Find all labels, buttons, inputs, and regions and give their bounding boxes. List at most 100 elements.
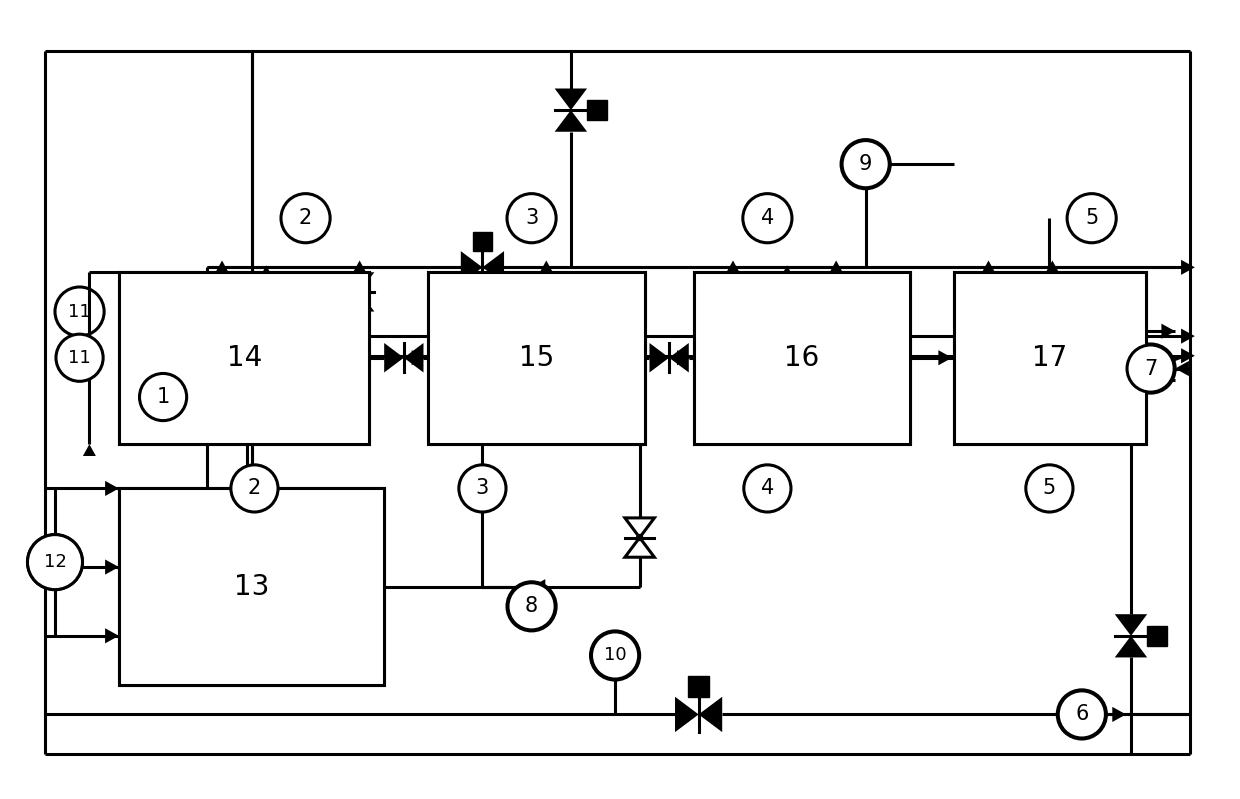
Polygon shape — [259, 315, 273, 326]
Bar — [119, 272, 370, 444]
Circle shape — [56, 334, 103, 381]
Polygon shape — [105, 559, 119, 574]
Polygon shape — [1115, 636, 1147, 658]
Text: 15: 15 — [518, 344, 554, 372]
Circle shape — [231, 465, 278, 512]
Polygon shape — [830, 309, 843, 321]
Text: 11: 11 — [68, 303, 91, 320]
Polygon shape — [207, 272, 237, 292]
Polygon shape — [727, 260, 739, 272]
Circle shape — [140, 373, 187, 420]
Polygon shape — [353, 309, 366, 321]
Polygon shape — [482, 251, 503, 284]
Polygon shape — [830, 260, 843, 272]
Polygon shape — [305, 332, 325, 360]
Polygon shape — [532, 272, 560, 292]
Polygon shape — [461, 251, 482, 284]
Polygon shape — [1180, 328, 1195, 344]
Bar — [119, 488, 384, 685]
Polygon shape — [570, 332, 590, 360]
Text: 3: 3 — [476, 479, 489, 499]
Text: 10: 10 — [604, 646, 626, 665]
Bar — [428, 272, 645, 444]
Text: 13: 13 — [234, 573, 269, 601]
Polygon shape — [698, 697, 722, 732]
Text: 2: 2 — [299, 209, 312, 229]
Polygon shape — [384, 343, 404, 372]
Text: 14: 14 — [227, 344, 262, 372]
Polygon shape — [1038, 272, 1068, 292]
Circle shape — [744, 465, 791, 512]
Polygon shape — [532, 579, 546, 594]
Polygon shape — [554, 110, 587, 132]
Polygon shape — [851, 332, 870, 360]
Circle shape — [591, 632, 639, 679]
Text: 7: 7 — [1145, 359, 1157, 379]
Polygon shape — [831, 332, 851, 360]
Text: 2: 2 — [248, 479, 262, 499]
Polygon shape — [259, 265, 273, 277]
Polygon shape — [105, 481, 119, 496]
Polygon shape — [841, 157, 854, 172]
Polygon shape — [718, 272, 748, 292]
Text: 8: 8 — [525, 596, 538, 616]
Text: 1: 1 — [171, 385, 185, 405]
Circle shape — [459, 465, 506, 512]
Polygon shape — [1176, 361, 1189, 376]
Circle shape — [1058, 691, 1105, 738]
Polygon shape — [83, 444, 95, 456]
Polygon shape — [973, 272, 1003, 292]
Polygon shape — [939, 350, 952, 365]
Circle shape — [784, 294, 790, 300]
Polygon shape — [1112, 707, 1126, 722]
Polygon shape — [105, 628, 119, 643]
Polygon shape — [982, 260, 994, 272]
Circle shape — [842, 141, 889, 188]
Text: 3: 3 — [525, 209, 538, 229]
Circle shape — [263, 294, 269, 300]
Text: 6: 6 — [1075, 705, 1089, 725]
Polygon shape — [727, 309, 739, 321]
Bar — [587, 101, 606, 120]
Polygon shape — [345, 292, 374, 312]
Bar — [428, 272, 645, 444]
Text: 14: 14 — [227, 344, 262, 372]
Polygon shape — [973, 292, 1003, 312]
Text: 9: 9 — [859, 154, 873, 174]
Text: 16: 16 — [784, 344, 820, 372]
Text: 12: 12 — [43, 553, 67, 571]
Text: 8: 8 — [525, 596, 538, 616]
Polygon shape — [458, 272, 487, 292]
Polygon shape — [554, 89, 587, 110]
Polygon shape — [821, 272, 851, 292]
Polygon shape — [677, 350, 691, 365]
Polygon shape — [780, 315, 794, 326]
Polygon shape — [1180, 260, 1195, 275]
Polygon shape — [1045, 309, 1059, 321]
Text: 10: 10 — [604, 646, 626, 665]
Polygon shape — [670, 343, 688, 372]
Text: 5: 5 — [1085, 209, 1099, 229]
Polygon shape — [216, 309, 228, 321]
Text: 5: 5 — [1043, 479, 1056, 499]
Polygon shape — [412, 350, 425, 365]
Bar — [1147, 626, 1167, 646]
Circle shape — [1025, 465, 1073, 512]
Circle shape — [636, 535, 642, 540]
Text: 13: 13 — [234, 573, 269, 601]
Polygon shape — [1180, 348, 1195, 364]
Text: 4: 4 — [761, 479, 774, 499]
Polygon shape — [216, 260, 228, 272]
Text: 17: 17 — [1032, 344, 1068, 372]
Text: 16: 16 — [784, 344, 820, 372]
Polygon shape — [207, 292, 237, 312]
Text: 1: 1 — [156, 387, 170, 407]
Polygon shape — [780, 265, 794, 277]
Polygon shape — [590, 332, 610, 360]
Text: 12: 12 — [43, 553, 67, 571]
Circle shape — [1127, 345, 1174, 392]
Circle shape — [27, 535, 83, 590]
Polygon shape — [286, 332, 305, 360]
Bar — [954, 272, 1146, 444]
Polygon shape — [353, 260, 366, 272]
